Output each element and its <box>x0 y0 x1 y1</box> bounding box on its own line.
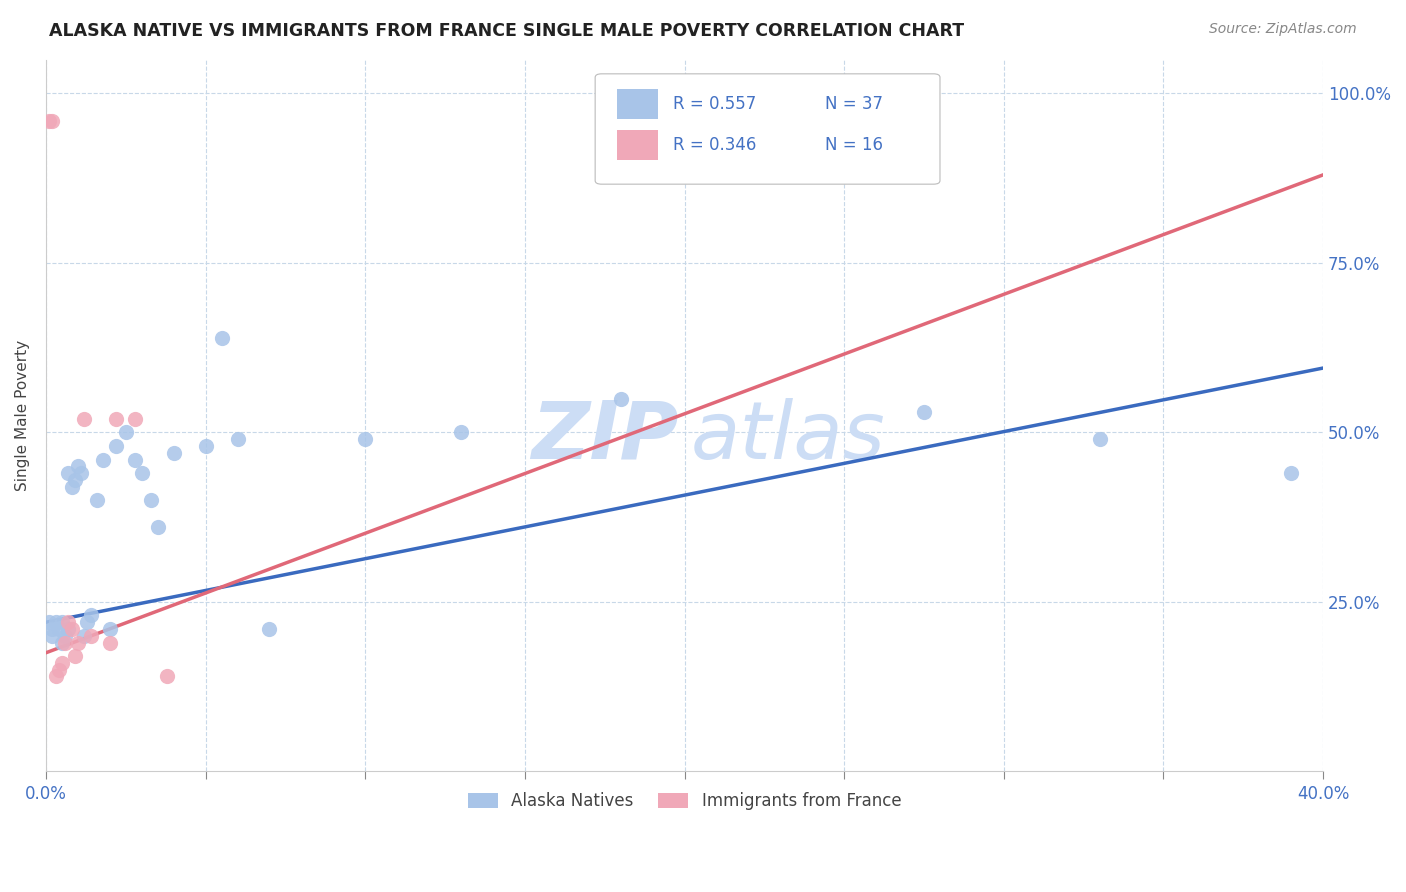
Point <box>41 629 63 643</box>
Point <box>226 432 249 446</box>
Point <box>609 392 631 406</box>
Point <box>48 622 70 636</box>
Bar <box>617 89 658 120</box>
FancyBboxPatch shape <box>595 74 941 184</box>
Text: R = 0.557: R = 0.557 <box>673 95 756 113</box>
Point <box>105 439 128 453</box>
Point <box>259 622 281 636</box>
Point <box>73 629 96 643</box>
Point <box>60 480 83 494</box>
Point <box>41 622 63 636</box>
Point <box>63 649 86 664</box>
Point <box>141 493 163 508</box>
Point <box>38 615 60 630</box>
Point <box>58 615 80 630</box>
Point <box>63 473 86 487</box>
Point <box>163 446 186 460</box>
Point <box>146 520 169 534</box>
Point <box>105 412 128 426</box>
Point <box>76 615 98 630</box>
Point <box>124 412 146 426</box>
Point <box>1279 466 1302 480</box>
Text: atlas: atlas <box>690 398 886 475</box>
Point <box>51 615 73 630</box>
Point <box>45 669 67 683</box>
Point <box>53 635 76 649</box>
Text: N = 16: N = 16 <box>825 136 883 154</box>
Point <box>156 669 179 683</box>
Text: ALASKA NATIVE VS IMMIGRANTS FROM FRANCE SINGLE MALE POVERTY CORRELATION CHART: ALASKA NATIVE VS IMMIGRANTS FROM FRANCE … <box>49 22 965 40</box>
Text: ZIP: ZIP <box>531 398 678 475</box>
Point <box>131 466 153 480</box>
Point <box>211 330 233 344</box>
Point <box>41 113 63 128</box>
Point <box>58 466 80 480</box>
Point <box>51 656 73 670</box>
Point <box>53 629 76 643</box>
Point <box>1088 432 1111 446</box>
Point <box>93 452 115 467</box>
Text: Source: ZipAtlas.com: Source: ZipAtlas.com <box>1209 22 1357 37</box>
Point <box>58 622 80 636</box>
Point <box>38 113 60 128</box>
Point <box>79 608 101 623</box>
Y-axis label: Single Male Poverty: Single Male Poverty <box>15 340 30 491</box>
Point <box>194 439 217 453</box>
Point <box>66 459 89 474</box>
Point <box>912 405 935 419</box>
Text: N = 37: N = 37 <box>825 95 883 113</box>
Point <box>70 466 93 480</box>
Point <box>98 635 121 649</box>
Point <box>79 629 101 643</box>
Point <box>66 635 89 649</box>
Legend: Alaska Natives, Immigrants from France: Alaska Natives, Immigrants from France <box>461 785 908 816</box>
Point <box>73 412 96 426</box>
Point <box>98 622 121 636</box>
Text: R = 0.346: R = 0.346 <box>673 136 756 154</box>
Point <box>450 425 472 440</box>
Point <box>45 615 67 630</box>
Point <box>48 663 70 677</box>
Point <box>51 635 73 649</box>
Point <box>114 425 136 440</box>
Point <box>124 452 146 467</box>
Point <box>354 432 377 446</box>
Point <box>86 493 108 508</box>
Bar <box>617 130 658 160</box>
Point <box>60 622 83 636</box>
